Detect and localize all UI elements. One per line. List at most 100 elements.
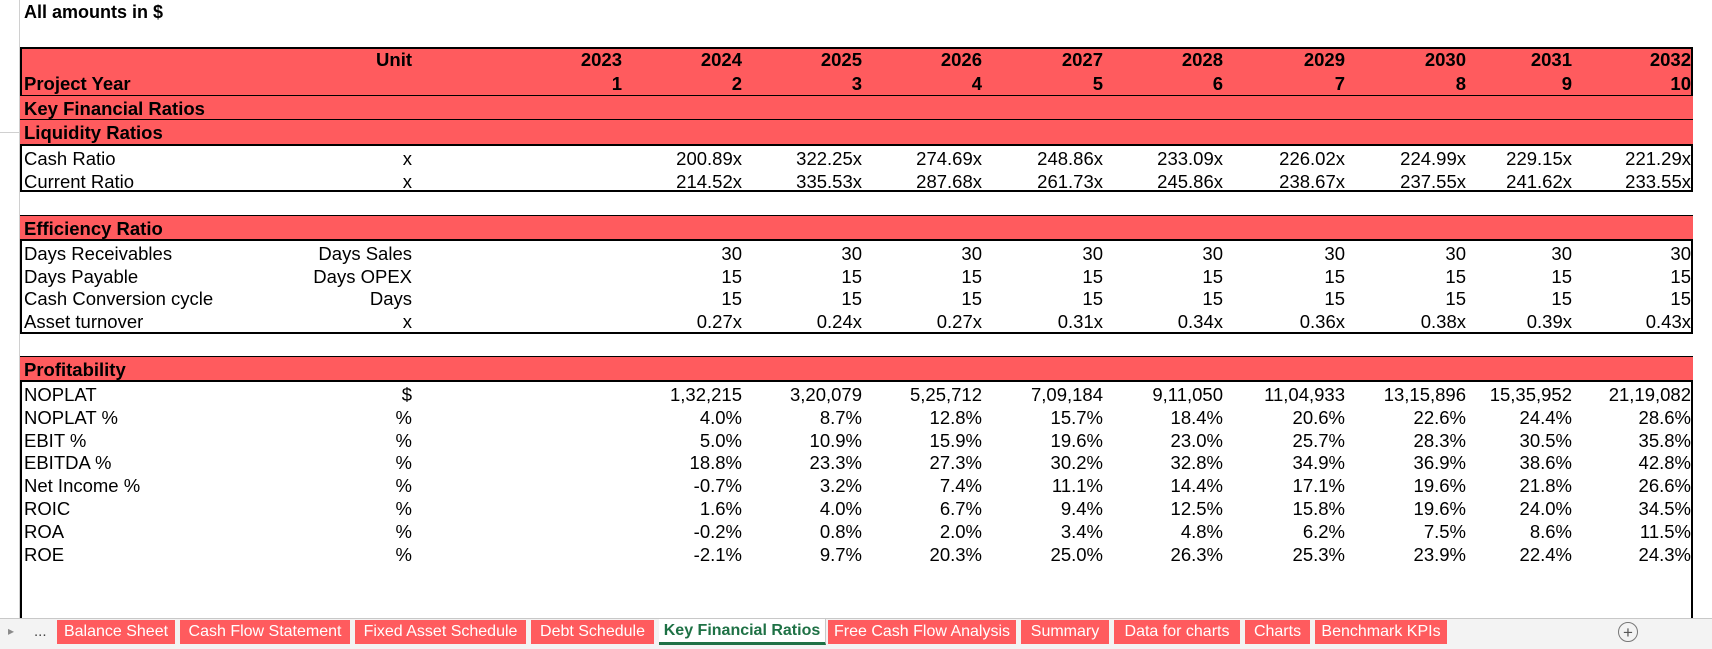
profitability-row-unit[interactable]: % bbox=[395, 498, 412, 519]
project-year-6[interactable]: 6 bbox=[1212, 73, 1223, 94]
profitability-row-label[interactable]: ROE bbox=[24, 543, 65, 565]
sheet-tab-balance-sheet[interactable]: Balance Sheet bbox=[57, 620, 178, 644]
efficiency-row-value[interactable] bbox=[522, 241, 622, 266]
liquidity-row-label[interactable]: Current Ratio bbox=[24, 170, 135, 192]
project-year-label[interactable]: Project Year bbox=[24, 73, 131, 94]
project-year-3[interactable]: 3 bbox=[851, 73, 862, 94]
profitability-row-value[interactable]: 24.4% bbox=[1519, 406, 1572, 428]
profitability-row-unit[interactable]: % bbox=[395, 406, 412, 428]
liquidity-row-value[interactable] bbox=[522, 146, 622, 171]
efficiency-row-value[interactable] bbox=[522, 309, 622, 334]
efficiency-row-value[interactable]: 30 bbox=[841, 243, 862, 264]
profitability-row-value[interactable]: 7,09,184 bbox=[1030, 384, 1103, 405]
efficiency-row-value[interactable]: 30 bbox=[961, 243, 982, 264]
profitability-row-value[interactable]: 25.3% bbox=[1292, 543, 1345, 565]
year-header-2032[interactable]: 2032 bbox=[1649, 49, 1691, 70]
year-header-2024[interactable]: 2024 bbox=[700, 49, 742, 70]
profitability-row-value[interactable]: 10.9% bbox=[809, 429, 862, 451]
profitability-row-value[interactable]: 12.8% bbox=[929, 406, 982, 428]
profitability-row-value[interactable]: 28.6% bbox=[1638, 406, 1691, 428]
section-efficiency-ratio-label[interactable]: Efficiency Ratio bbox=[24, 218, 163, 239]
sheet-tab-charts[interactable]: Charts bbox=[1245, 620, 1313, 644]
efficiency-row-value[interactable]: 15 bbox=[841, 265, 862, 287]
profitability-row-value[interactable]: -0.7% bbox=[693, 475, 742, 497]
profitability-row-value[interactable]: 18.8% bbox=[689, 452, 742, 474]
efficiency-row-value[interactable]: 0.31x bbox=[1057, 311, 1103, 333]
sheet-tab-data-for-charts[interactable]: Data for charts bbox=[1114, 620, 1243, 644]
profitability-row-value[interactable] bbox=[522, 450, 622, 475]
efficiency-row-value[interactable]: 0.38x bbox=[1420, 311, 1466, 333]
liquidity-row-unit[interactable]: x bbox=[402, 170, 412, 192]
project-year-8[interactable]: 8 bbox=[1455, 73, 1466, 94]
profitability-row-value[interactable]: 3.2% bbox=[819, 475, 862, 497]
efficiency-row-value[interactable]: 15 bbox=[721, 288, 742, 310]
efficiency-row-unit[interactable]: Days OPEX bbox=[313, 265, 412, 287]
profitability-row-value[interactable]: 15.9% bbox=[929, 429, 982, 451]
profitability-row-value[interactable]: 9.7% bbox=[819, 543, 862, 565]
liquidity-row-value[interactable]: 245.86x bbox=[1157, 170, 1223, 192]
liquidity-row-value[interactable]: 241.62x bbox=[1506, 170, 1572, 192]
project-year-10[interactable]: 10 bbox=[1670, 73, 1691, 94]
profitability-row-value[interactable]: 3.4% bbox=[1060, 520, 1103, 542]
profitability-row-label[interactable]: EBITDA % bbox=[24, 452, 112, 474]
efficiency-row-value[interactable]: 30 bbox=[1202, 243, 1223, 264]
profitability-row-value[interactable]: 27.3% bbox=[929, 452, 982, 474]
profitability-row-value[interactable]: 34.5% bbox=[1638, 498, 1691, 519]
more-tabs-button[interactable]: ... bbox=[34, 623, 47, 640]
profitability-row-value[interactable]: 11.5% bbox=[1639, 520, 1691, 542]
profitability-row-value[interactable]: 21.8% bbox=[1519, 475, 1572, 497]
liquidity-row-value[interactable] bbox=[522, 169, 622, 194]
profitability-row-value[interactable]: 12.5% bbox=[1170, 498, 1223, 519]
profitability-row-value[interactable]: 20.6% bbox=[1292, 406, 1345, 428]
liquidity-row-value[interactable]: 233.55x bbox=[1625, 170, 1691, 192]
efficiency-row-value[interactable]: 15 bbox=[1551, 265, 1572, 287]
efficiency-row-value[interactable]: 15 bbox=[1202, 288, 1223, 310]
efficiency-row-value[interactable] bbox=[522, 286, 622, 311]
year-header-2023[interactable]: 2023 bbox=[580, 49, 622, 70]
profitability-row-label[interactable]: ROIC bbox=[24, 498, 71, 519]
section-liquidity-ratios-label[interactable]: Liquidity Ratios bbox=[24, 122, 163, 143]
profitability-row-label[interactable]: Net Income % bbox=[24, 475, 141, 497]
profitability-row-value[interactable] bbox=[522, 473, 622, 498]
project-year-7[interactable]: 7 bbox=[1334, 73, 1345, 94]
profitability-row-value[interactable] bbox=[522, 542, 622, 567]
efficiency-row-value[interactable]: 0.27x bbox=[696, 311, 742, 333]
efficiency-row-value[interactable]: 15 bbox=[1324, 265, 1345, 287]
profitability-row-value[interactable]: 11,04,933 bbox=[1264, 384, 1345, 405]
liquidity-row-label[interactable]: Cash Ratio bbox=[24, 148, 116, 169]
profitability-row-value[interactable]: 19.6% bbox=[1413, 475, 1466, 497]
profitability-row-value[interactable]: 4.0% bbox=[819, 498, 862, 519]
profitability-row-value[interactable]: 15,35,952 bbox=[1489, 384, 1572, 405]
sheet-tab-free-cash-flow-analysis[interactable]: Free Cash Flow Analysis bbox=[828, 620, 1019, 644]
year-header-2030[interactable]: 2030 bbox=[1424, 49, 1466, 70]
liquidity-row-value[interactable]: 226.02x bbox=[1279, 148, 1345, 169]
profitability-row-value[interactable]: 20.3% bbox=[929, 543, 982, 565]
profitability-row-value[interactable]: 15.7% bbox=[1050, 406, 1103, 428]
profitability-row-value[interactable]: 9.4% bbox=[1060, 498, 1103, 519]
add-sheet-button[interactable]: + bbox=[1618, 622, 1638, 642]
efficiency-row-value[interactable]: 15 bbox=[1670, 288, 1691, 310]
liquidity-row-value[interactable]: 287.68x bbox=[916, 170, 982, 192]
efficiency-row-value[interactable]: 15 bbox=[1202, 265, 1223, 287]
liquidity-row-value[interactable]: 224.99x bbox=[1400, 148, 1466, 169]
efficiency-row-value[interactable]: 15 bbox=[961, 265, 982, 287]
profitability-row-value[interactable]: 5,25,712 bbox=[909, 384, 982, 405]
profitability-row-unit[interactable]: % bbox=[395, 543, 412, 565]
liquidity-row-value[interactable]: 238.67x bbox=[1279, 170, 1345, 192]
year-header-2025[interactable]: 2025 bbox=[820, 49, 862, 70]
efficiency-row-unit[interactable]: Days Sales bbox=[318, 243, 412, 264]
efficiency-row-value[interactable]: 0.34x bbox=[1177, 311, 1223, 333]
efficiency-row-value[interactable]: 15 bbox=[721, 265, 742, 287]
profitability-row-label[interactable]: EBIT % bbox=[24, 429, 87, 451]
efficiency-row-value[interactable]: 15 bbox=[1082, 288, 1103, 310]
profitability-row-unit[interactable]: % bbox=[395, 520, 412, 542]
profitability-row-value[interactable] bbox=[522, 428, 622, 453]
year-header-2028[interactable]: 2028 bbox=[1181, 49, 1223, 70]
profitability-row-unit[interactable]: % bbox=[395, 429, 412, 451]
profitability-row-value[interactable]: 25.7% bbox=[1292, 429, 1345, 451]
efficiency-row-value[interactable]: 15 bbox=[1551, 288, 1572, 310]
profitability-row-value[interactable]: 30.5% bbox=[1519, 429, 1572, 451]
profitability-row-value[interactable]: 34.9% bbox=[1292, 452, 1345, 474]
profitability-row-value[interactable] bbox=[522, 405, 622, 430]
efficiency-row-value[interactable]: 0.43x bbox=[1645, 311, 1691, 333]
